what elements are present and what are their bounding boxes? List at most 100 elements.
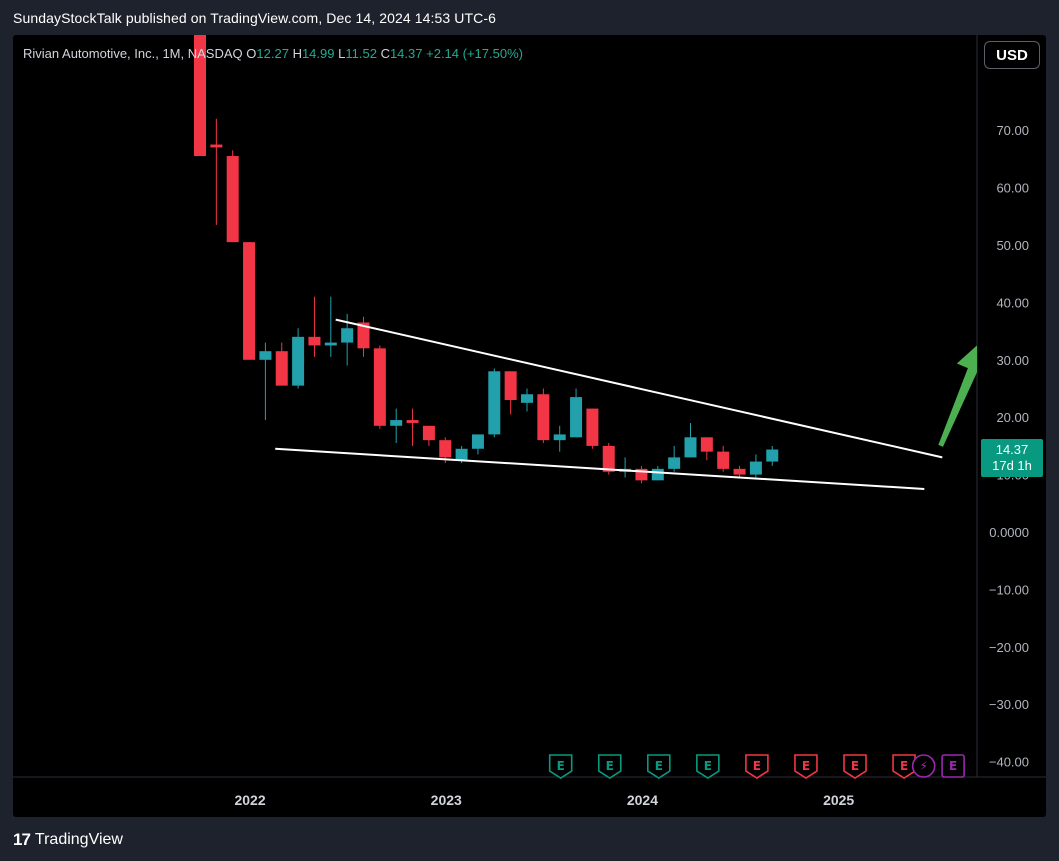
event-shield: [794, 754, 818, 779]
candle: [422, 425, 435, 446]
bullish-arrow-icon: [938, 345, 977, 447]
candle-body: [635, 468, 648, 481]
earnings-label: E: [851, 759, 859, 773]
earnings-label: E: [655, 759, 663, 773]
candle-body: [553, 434, 566, 441]
candle-body: [373, 348, 386, 426]
event-shield: [892, 754, 916, 779]
publish-header: SundayStockTalk published on TradingView…: [13, 10, 497, 26]
event-shield: [647, 754, 671, 779]
bar-countdown: 17d 1h: [992, 458, 1032, 473]
change-value: +2.14 (+17.50%): [426, 46, 523, 61]
earnings-events-layer: E E E E E E E E ⚡ E: [548, 754, 965, 779]
open-value: 12.27: [256, 46, 289, 61]
earnings-label: E: [900, 759, 908, 773]
candle: [259, 342, 272, 421]
earnings-badge-icon: E: [843, 754, 867, 779]
candle: [553, 425, 566, 452]
candle-body: [226, 156, 239, 243]
candle-body: [651, 468, 664, 481]
event-square: [941, 754, 965, 778]
candle: [406, 408, 419, 446]
earnings-label: E: [557, 759, 565, 773]
candle: [373, 345, 386, 429]
time-tick-label: 2022: [234, 792, 265, 808]
candle-body: [455, 448, 468, 461]
high-label: H: [292, 46, 302, 61]
time-axis: 2022 2023 2024 2025: [234, 792, 854, 808]
candle: [521, 388, 533, 412]
price-tick-label: 20.00: [996, 410, 1029, 425]
currency-button[interactable]: USD: [984, 41, 1040, 69]
event-shield: [843, 754, 867, 779]
earnings-label: E: [949, 759, 957, 773]
candle-body: [488, 371, 501, 435]
brand-name: TradingView: [34, 831, 123, 848]
earnings-badge-icon: E: [892, 754, 916, 779]
price-tick-label: −10.00: [989, 582, 1029, 597]
candles-layer: [194, 35, 779, 484]
event-shield: [548, 754, 573, 779]
high-value: 14.99: [301, 46, 335, 61]
candle: [308, 296, 321, 357]
candle: [668, 445, 681, 472]
candle: [194, 35, 206, 157]
event-shield: [745, 754, 769, 779]
candle-body: [586, 408, 599, 446]
earnings-label: E: [606, 759, 614, 773]
candle-body: [210, 144, 223, 148]
candle-body: [570, 397, 583, 438]
candle: [586, 408, 599, 449]
trendline-upper: [335, 318, 943, 459]
event-circle: [911, 754, 936, 778]
time-tick-label: 2024: [627, 792, 658, 808]
earnings-label: ⚡: [919, 759, 927, 773]
candle-body: [422, 425, 435, 441]
candle-body: [521, 394, 533, 403]
earnings-label: E: [802, 759, 810, 773]
candle: [324, 296, 337, 357]
candle-body: [357, 322, 370, 349]
candle-body: [275, 351, 288, 386]
tradingview-brand[interactable]: 17 TradingView: [13, 830, 123, 850]
candle: [275, 342, 288, 386]
earnings-badge-icon: E: [548, 754, 573, 779]
candle-body: [324, 342, 337, 346]
candle-body: [766, 449, 779, 462]
candle-body: [471, 434, 484, 449]
candle: [635, 465, 648, 484]
candle-body: [243, 242, 256, 360]
candle-body: [308, 336, 321, 346]
trendline-lower: [275, 447, 925, 490]
price-tick-label: −40.00: [989, 755, 1029, 770]
candle: [226, 150, 239, 243]
candle-body: [717, 451, 730, 469]
price-tick-label: 70.00: [996, 123, 1029, 138]
price-tick-label: 50.00: [996, 238, 1029, 253]
chart-frame[interactable]: E E E E E E E E ⚡ E 70.00 60.00 50.00 40.00 30.00 20.0…: [13, 35, 1046, 817]
candle: [537, 388, 550, 444]
candle-body: [439, 440, 452, 458]
candle-body: [341, 328, 354, 343]
earnings-label: E: [704, 759, 712, 773]
low-value: 11.52: [345, 46, 377, 61]
low-label: L: [338, 46, 346, 61]
candlestick-chart[interactable]: E E E E E E E E ⚡ E 70.00 60.00 50.00 40.00 30.00 20.0…: [13, 35, 1046, 817]
price-tick-label: 0.0000: [989, 525, 1029, 540]
candle-body: [684, 437, 697, 458]
earnings-badge-icon: E: [647, 754, 671, 779]
last-price: 14.37: [995, 442, 1029, 457]
axis-separators: [13, 35, 1046, 778]
open-label: O: [246, 46, 257, 61]
earnings-badge-icon: E: [941, 754, 965, 778]
earnings-badge-icon: E: [745, 754, 769, 779]
price-tick-label: 30.00: [996, 353, 1029, 368]
candle: [210, 118, 223, 225]
earnings-badge-icon: E: [794, 754, 818, 779]
trendlines-layer: [275, 318, 977, 490]
candle: [504, 371, 517, 415]
candle: [488, 368, 501, 438]
dividend-split-icon: ⚡: [911, 754, 936, 778]
candle: [570, 388, 583, 438]
price-tick-label: 40.00: [996, 295, 1029, 310]
